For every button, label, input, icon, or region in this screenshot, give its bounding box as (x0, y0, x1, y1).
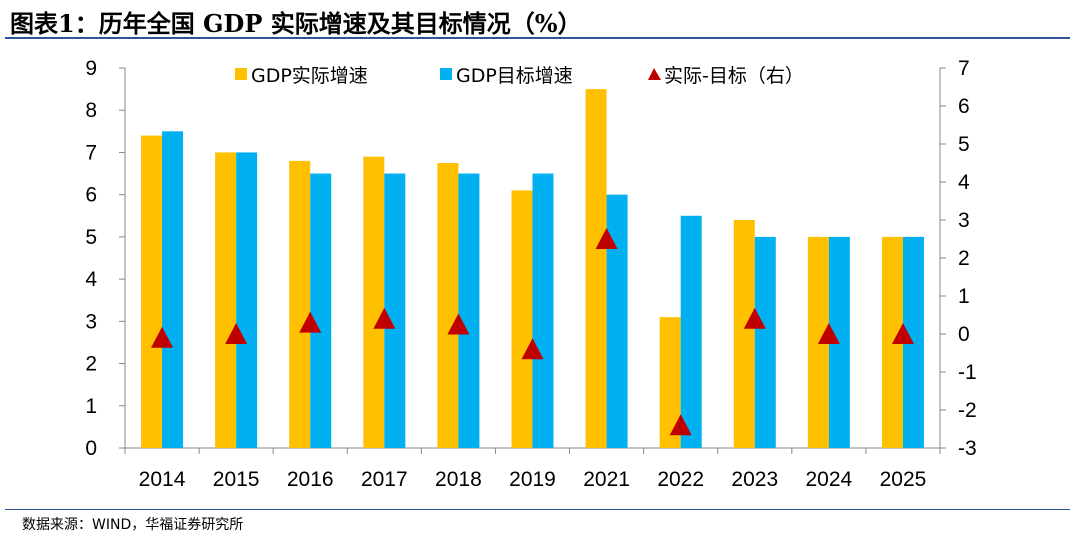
footer-divider (5, 509, 1070, 510)
bar-target (310, 173, 332, 449)
right-tick-label: 6 (958, 95, 970, 118)
bar-actual (585, 89, 607, 448)
left-tick-label: 9 (85, 57, 97, 80)
bar-target (754, 236, 776, 448)
left-tick-label: 7 (85, 141, 97, 164)
marker-diff (151, 326, 174, 348)
legend-swatch-icon (235, 68, 247, 80)
right-tick-label: 7 (958, 57, 970, 80)
left-tick-label: 6 (85, 184, 97, 207)
left-tick-label: 3 (85, 310, 97, 333)
x-tick-label: 2025 (880, 468, 927, 491)
right-tick-label: 2 (958, 247, 970, 270)
right-tick-label: -1 (958, 361, 977, 384)
left-tick-label: 8 (85, 99, 97, 122)
marker-diff (225, 323, 248, 344)
marker-diff (299, 311, 322, 333)
left-tick-label: 5 (85, 226, 97, 249)
x-tick-label: 2017 (361, 468, 408, 491)
legend-label: GDP目标增速 (456, 65, 573, 87)
bar-actual (511, 190, 533, 448)
x-tick-label: 2023 (731, 468, 778, 491)
left-tick-label: 4 (85, 268, 97, 291)
legend-label: GDP实际增速 (251, 65, 368, 87)
left-tick-label: 1 (85, 395, 97, 418)
x-tick-label: 2024 (806, 468, 853, 491)
marker-diff (817, 323, 840, 344)
marker-diff (891, 323, 914, 344)
right-tick-label: -2 (958, 399, 977, 422)
bar-actual (289, 160, 311, 448)
bar-target (236, 152, 258, 448)
source-note: 数据来源：WIND，华福证券研究所 (22, 517, 244, 533)
x-tick-label: 2019 (509, 468, 556, 491)
x-tick-label: 2022 (657, 468, 704, 491)
bar-target (828, 236, 850, 448)
marker-diff (669, 414, 692, 436)
x-tick-label: 2016 (287, 468, 334, 491)
x-tick-label: 2015 (213, 468, 260, 491)
left-tick-label: 2 (85, 353, 97, 376)
bar-actual (733, 220, 755, 448)
bar-target (902, 236, 924, 448)
marker-diff (521, 338, 544, 360)
bar-actual (215, 152, 237, 448)
bar-actual (141, 135, 163, 449)
legend-label: 实际-目标（右） (664, 65, 804, 87)
right-tick-label: 3 (958, 209, 970, 232)
bar-target (606, 194, 628, 448)
bar-target (384, 173, 406, 449)
right-tick-label: 0 (958, 323, 970, 346)
right-tick-label: 1 (958, 285, 970, 308)
x-tick-label: 2021 (583, 468, 630, 491)
title-divider (5, 37, 1070, 39)
bar-actual (881, 236, 903, 448)
bar-target (680, 215, 702, 448)
bar-actual (363, 156, 385, 448)
marker-diff (447, 313, 470, 335)
bar-actual (437, 163, 459, 448)
bar-target (532, 173, 554, 449)
marker-diff (595, 228, 618, 249)
right-tick-label: -3 (958, 437, 977, 460)
right-tick-label: 4 (958, 171, 970, 194)
left-tick-label: 0 (85, 437, 97, 460)
marker-diff (743, 307, 766, 329)
chart-title: 图表1：历年全国 GDP 实际增速及其目标情况（%） (10, 9, 582, 38)
legend-swatch-icon (440, 68, 452, 80)
bar-actual (659, 317, 681, 448)
bar-target (162, 131, 184, 449)
right-tick-label: 5 (958, 133, 970, 156)
bar-target (458, 173, 480, 449)
x-tick-label: 2014 (139, 468, 186, 491)
bar-actual (807, 236, 829, 448)
x-tick-label: 2018 (435, 468, 482, 491)
legend-triangle-icon (648, 68, 661, 80)
marker-diff (373, 307, 396, 329)
